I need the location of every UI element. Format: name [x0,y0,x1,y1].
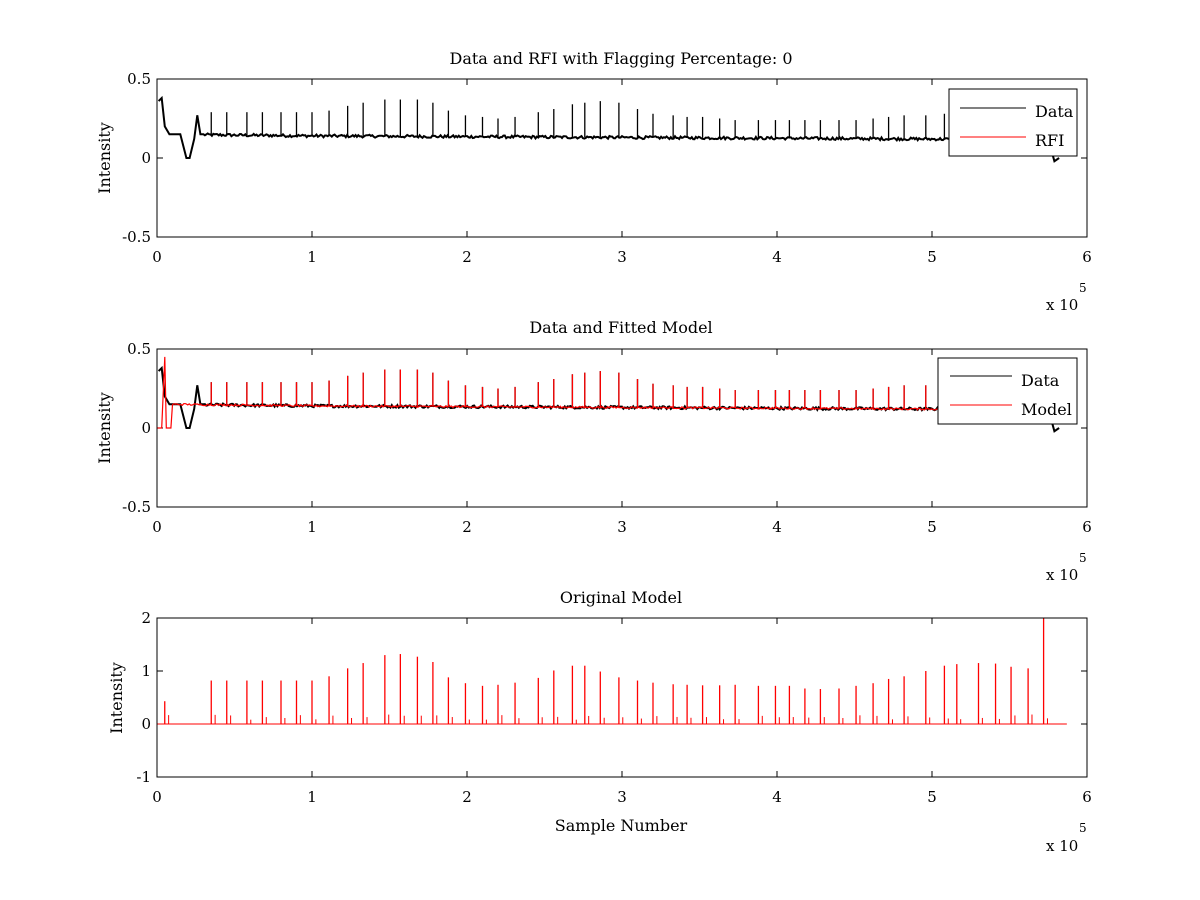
x-tick-label: 5 [927,518,937,536]
subplot-title: Data and Fitted Model [529,318,712,337]
x-axis-label: Sample Number [555,816,688,835]
y-tick-label: 1 [141,662,151,680]
y-tick-label: -1 [136,768,151,786]
legend-box [948,88,1078,157]
x-tick-label: 4 [772,518,782,536]
subplot-title: Data and RFI with Flagging Percentage: 0 [449,49,792,68]
x-multiplier-base: x 10 [1046,566,1078,584]
subplot-data-and-fitted-model: Data and Fitted Model Intensity 0 1 2 3 4 5 6 -… [95,318,1092,584]
x-tick-label: 2 [462,248,472,266]
x-tick-label: 1 [307,248,317,266]
x-multiplier-base: x 10 [1046,296,1078,314]
legend-entry-data: Data [1035,102,1074,121]
x-tick-label: 6 [1082,788,1092,806]
y-tick-label: 0 [141,419,151,437]
model-line [157,356,1072,429]
x-multiplier-exponent: 5 [1079,281,1087,295]
y-tick-label: 2 [141,609,151,627]
x-tick-label: 6 [1082,248,1092,266]
axes-frame [156,348,1088,508]
x-tick-label: 3 [617,518,627,536]
x-tick-label: 1 [307,518,317,536]
x-tick-label: 6 [1082,518,1092,536]
y-axis-label: Intensity [95,122,114,194]
subplot-data-and-rfi: Data and RFI with Flagging Percentage: 0… [95,49,1092,314]
x-multiplier: x 10 5 [1046,821,1087,855]
y-tick-label: 0.5 [127,70,151,88]
subplot-original-model: Original Model Intensity Sample Number 0… [107,588,1092,855]
x-multiplier-exponent: 5 [1079,551,1087,565]
x-tick-label: 0 [152,518,162,536]
x-tick-label: 3 [617,788,627,806]
legend-entry-data: Data [1021,371,1060,390]
y-axis-label: Intensity [107,662,126,734]
axes-frame [156,617,1088,778]
legend-entry-rfi: RFI [1035,131,1064,150]
y-tick-label: -0.5 [122,228,151,246]
x-multiplier: x 10 5 [1046,551,1087,584]
legend-entry-model: Model [1021,400,1072,419]
x-tick-label: 5 [927,248,937,266]
subplot-title: Original Model [560,588,682,607]
legend: Data RFI [948,88,1078,157]
x-tick-label: 3 [617,248,627,266]
x-multiplier: x 10 5 [1046,281,1087,314]
x-tick-label: 4 [772,248,782,266]
y-tick-label: 0.5 [127,340,151,358]
x-tick-label: 2 [462,518,472,536]
x-tick-label: 0 [152,248,162,266]
data-line [157,95,1060,163]
x-tick-label: 5 [927,788,937,806]
x-tick-label: 0 [152,788,162,806]
x-multiplier-exponent: 5 [1079,821,1087,835]
plot-area [157,618,1067,725]
y-tick-label: 0 [141,149,151,167]
y-tick-label: -0.5 [122,498,151,516]
x-tick-label: 2 [462,788,472,806]
x-multiplier-base: x 10 [1046,837,1078,855]
legend: Data Model [937,357,1078,425]
y-tick-label: 0 [141,715,151,733]
axes-frame [156,78,1088,238]
plot-area [157,95,1060,163]
y-axis-label: Intensity [95,392,114,464]
x-tick-label: 1 [307,788,317,806]
x-tick-label: 4 [772,788,782,806]
legend-box [937,357,1078,425]
